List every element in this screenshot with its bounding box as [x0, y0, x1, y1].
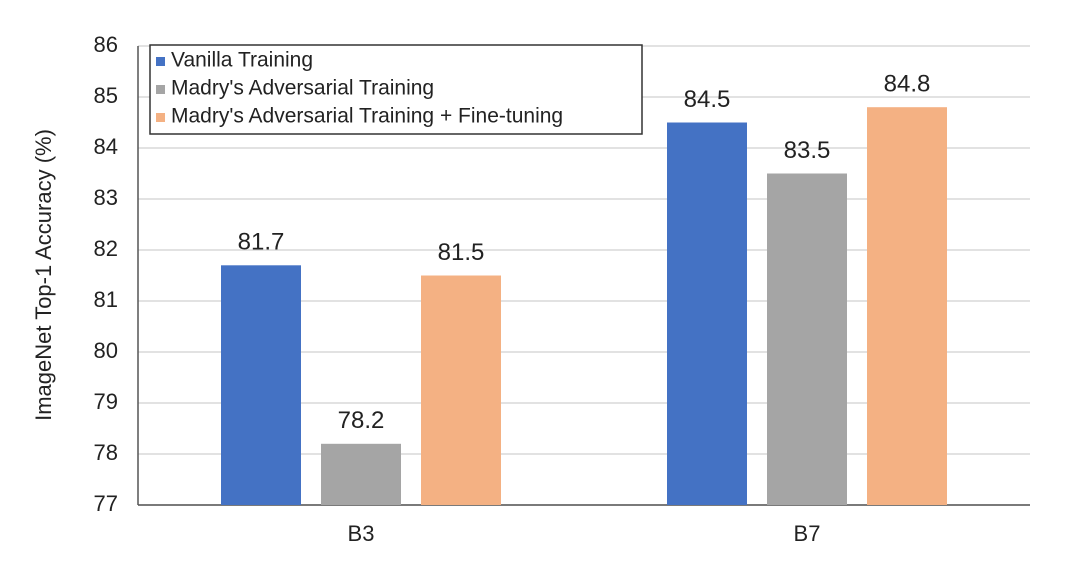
y-tick-label: 85: [94, 83, 118, 108]
bar: [221, 265, 301, 505]
data-label: 84.5: [684, 86, 731, 113]
bar: [667, 122, 747, 505]
legend-box: [149, 44, 643, 135]
y-tick-label: 82: [94, 236, 118, 261]
legend-swatch: [156, 57, 165, 66]
y-axis-label: ImageNet Top-1 Accuracy (%): [31, 129, 56, 421]
legend-swatch: [156, 85, 165, 94]
bar: [421, 275, 501, 505]
bar: [867, 107, 947, 505]
x-tick-label: B7: [794, 521, 821, 546]
data-label: 78.2: [338, 407, 385, 434]
data-label: 81.5: [438, 239, 485, 266]
bar: [321, 443, 401, 505]
y-tick-label: 79: [94, 389, 118, 414]
bar: [767, 173, 847, 505]
data-label: 83.5: [784, 137, 831, 164]
y-tick-label: 86: [94, 32, 118, 57]
y-tick-label: 83: [94, 185, 118, 210]
data-label: 84.8: [884, 71, 931, 98]
x-tick-label: B3: [348, 521, 375, 546]
legend-label: Madry's Adversarial Training: [171, 77, 434, 100]
data-label: 81.7: [238, 229, 285, 256]
y-tick-label: 84: [94, 134, 118, 159]
legend-swatch: [156, 113, 165, 122]
y-tick-label: 78: [94, 440, 118, 465]
y-tick-label: 77: [94, 491, 118, 516]
y-tick-label: 80: [94, 338, 118, 363]
legend-label: Vanilla Training: [171, 49, 313, 72]
legend-label: Madry's Adversarial Training + Fine-tuni…: [171, 105, 563, 128]
y-tick-label: 81: [94, 287, 118, 312]
